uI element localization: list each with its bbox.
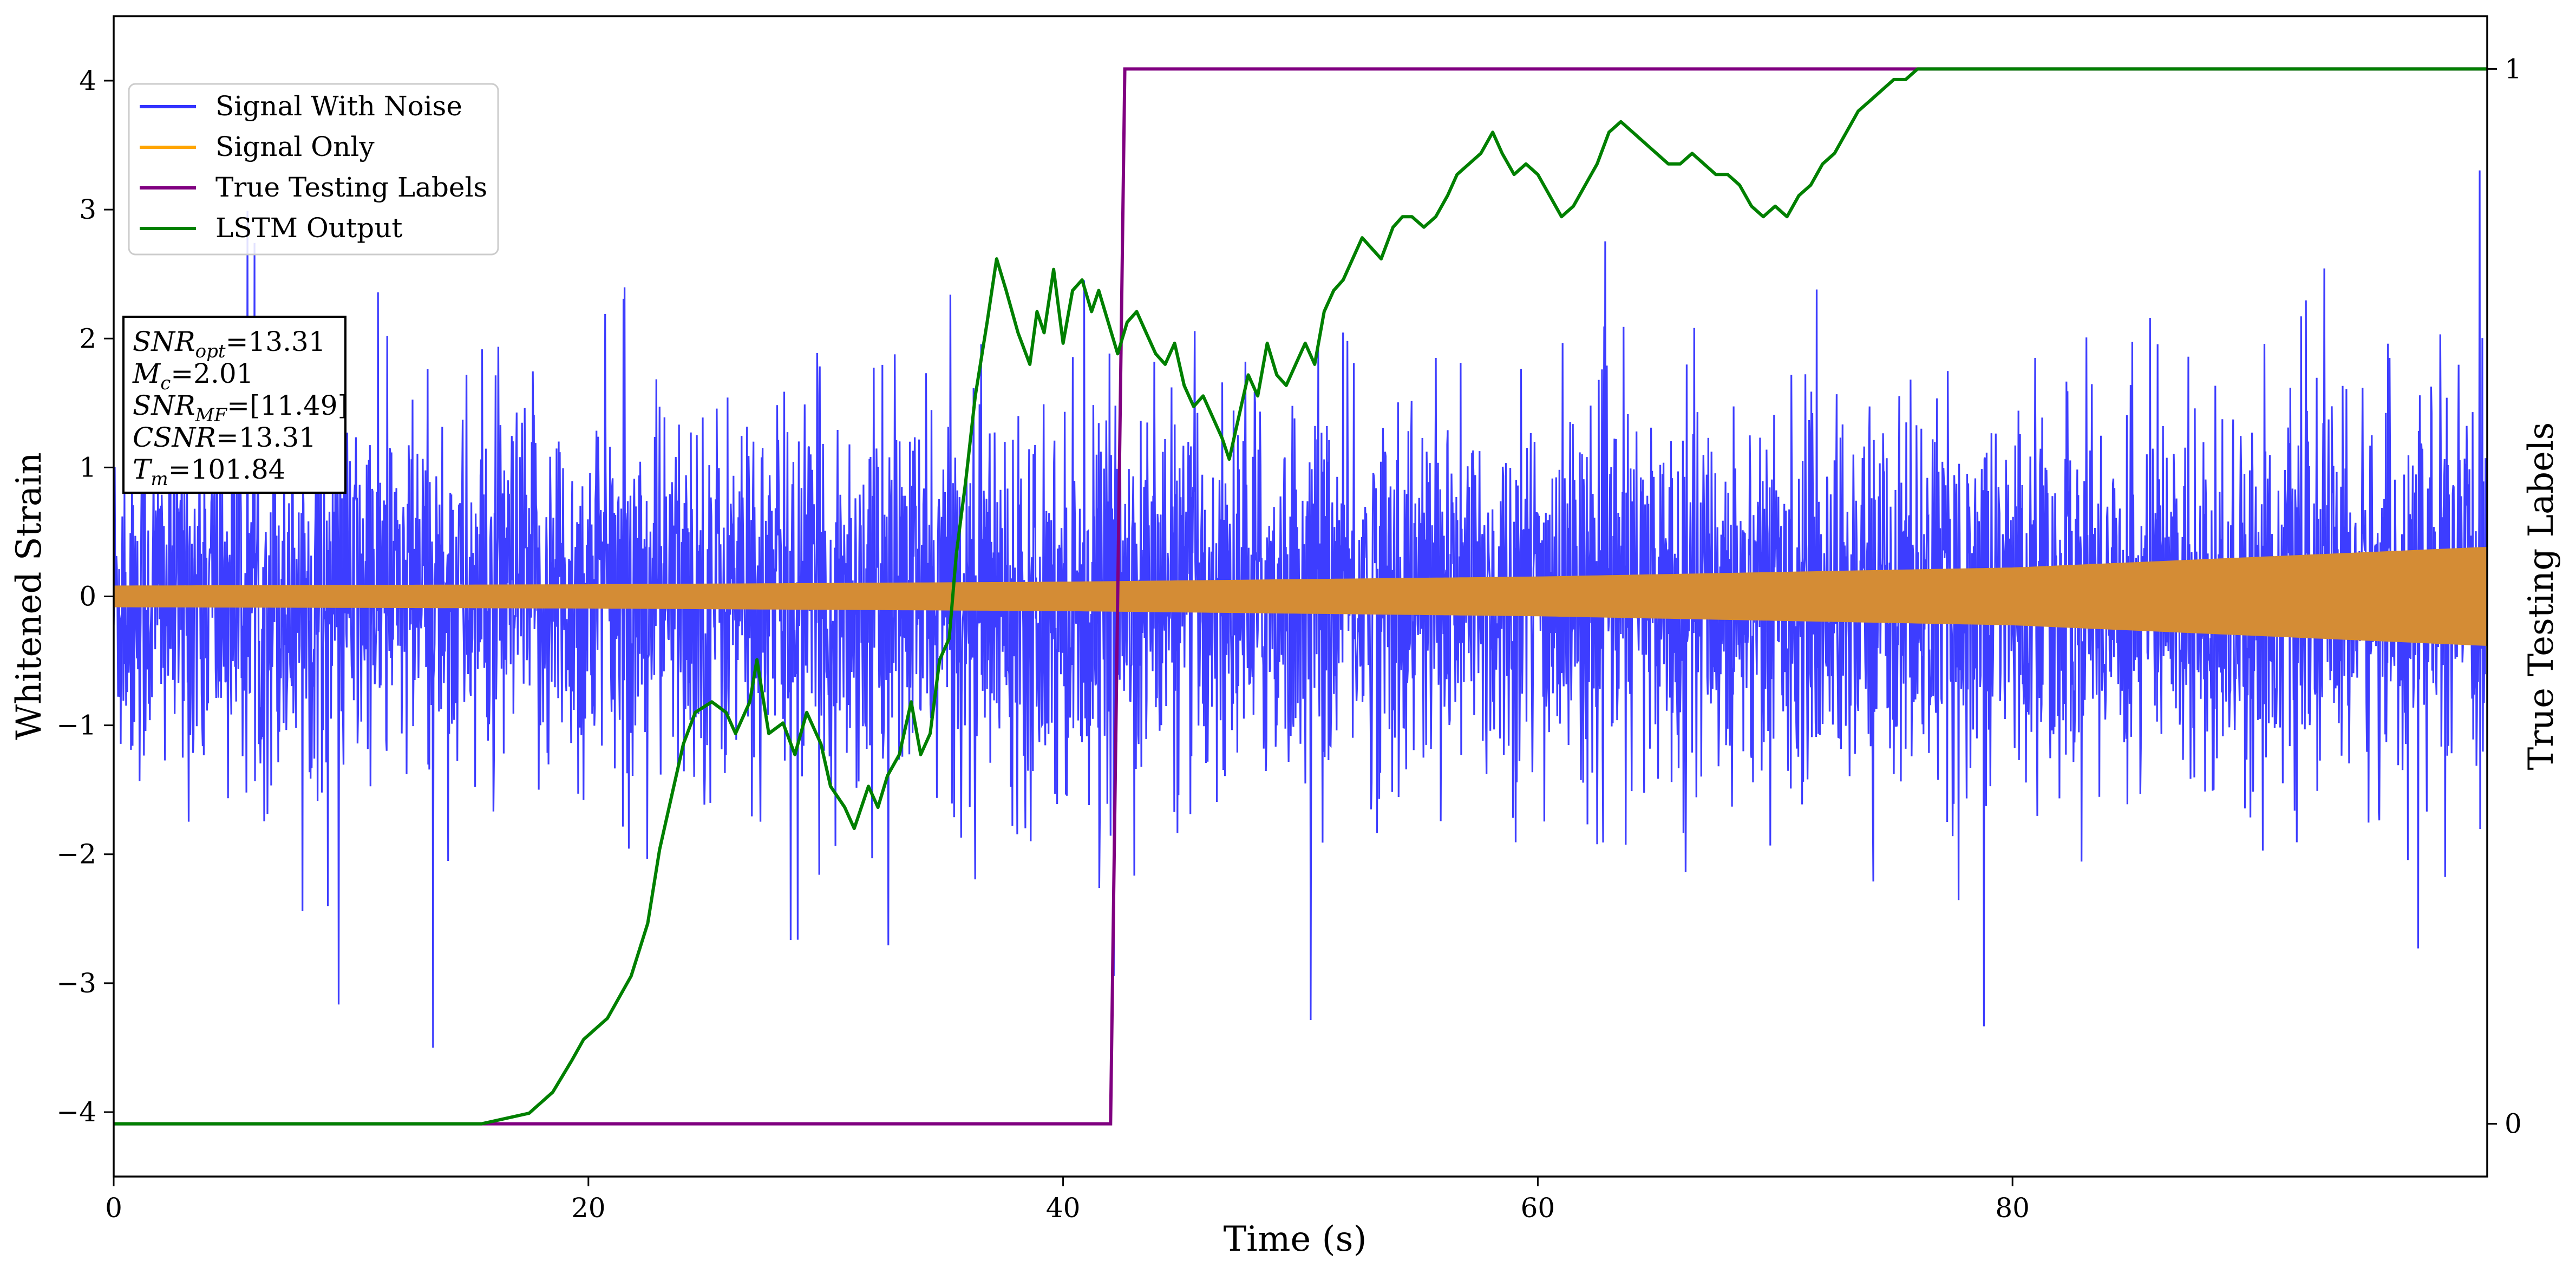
y-tick-label: −4 <box>56 1096 96 1128</box>
signal-with-noise-line <box>114 170 2487 1048</box>
y-tick-label: −2 <box>56 839 96 870</box>
snr-annotation-box: SNRopt=13.31 Mc=2.01 SNRMF=[11.49] CSNR=… <box>122 316 348 494</box>
x-tick-label: 0 <box>105 1192 122 1224</box>
legend-label-true-testing-labels: True Testing Labels <box>215 172 487 203</box>
x-axis-label: Time (s) <box>1224 1219 1367 1259</box>
signal-with-noise-series <box>114 170 2487 1048</box>
legend: Signal With Noise Signal Only True Testi… <box>128 83 499 256</box>
y2-axis-label: True Testing Labels <box>2521 422 2561 770</box>
y2-tick-label: 1 <box>2505 53 2522 84</box>
legend-box <box>128 83 499 256</box>
x-tick-label: 60 <box>1521 1192 1555 1224</box>
annotation-frame <box>122 316 346 494</box>
y-axis-left: −4 −3 −2 −1 0 1 2 3 4 <box>56 65 114 1128</box>
x-tick-label: 80 <box>1995 1192 2030 1224</box>
legend-label-signal-with-noise: Signal With Noise <box>215 90 462 122</box>
y-tick-label: 0 <box>79 581 96 612</box>
legend-label-signal-only: Signal Only <box>215 131 375 162</box>
y-tick-label: −1 <box>56 710 96 741</box>
lstm-output-line <box>114 67 2487 1126</box>
signal-only-band <box>114 546 2487 646</box>
true-testing-labels-series <box>114 67 2487 1126</box>
y-tick-label: 2 <box>79 323 96 354</box>
y-tick-label: 3 <box>79 194 96 225</box>
annotation-mc: Mc=2.01 <box>132 358 253 394</box>
annotation-snr-mf: SNRMF=[11.49] <box>133 390 348 426</box>
y-tick-label: 4 <box>79 65 96 96</box>
legend-label-lstm-output: LSTM Output <box>215 212 402 244</box>
annotation-csnr: CSNR=13.31 <box>133 422 316 453</box>
lstm-output-series <box>114 67 2487 1126</box>
true-testing-labels-line <box>114 67 2487 1126</box>
y-tick-label: 1 <box>79 452 96 483</box>
signal-only-series <box>114 546 2487 646</box>
y-axis-label: Whitened Strain <box>9 452 49 740</box>
y-axis-right: 01 <box>2487 53 2522 1140</box>
annotation-snr-opt: SNRopt=13.31 <box>133 326 326 362</box>
x-tick-label: 40 <box>1046 1192 1081 1224</box>
x-axis: 0 20 40 60 80 <box>105 1177 2030 1224</box>
y-tick-label: −3 <box>56 968 96 999</box>
x-tick-label: 20 <box>571 1192 606 1224</box>
annotation-tm: Tm=101.84 <box>133 454 285 490</box>
y2-tick-label: 0 <box>2505 1108 2522 1140</box>
